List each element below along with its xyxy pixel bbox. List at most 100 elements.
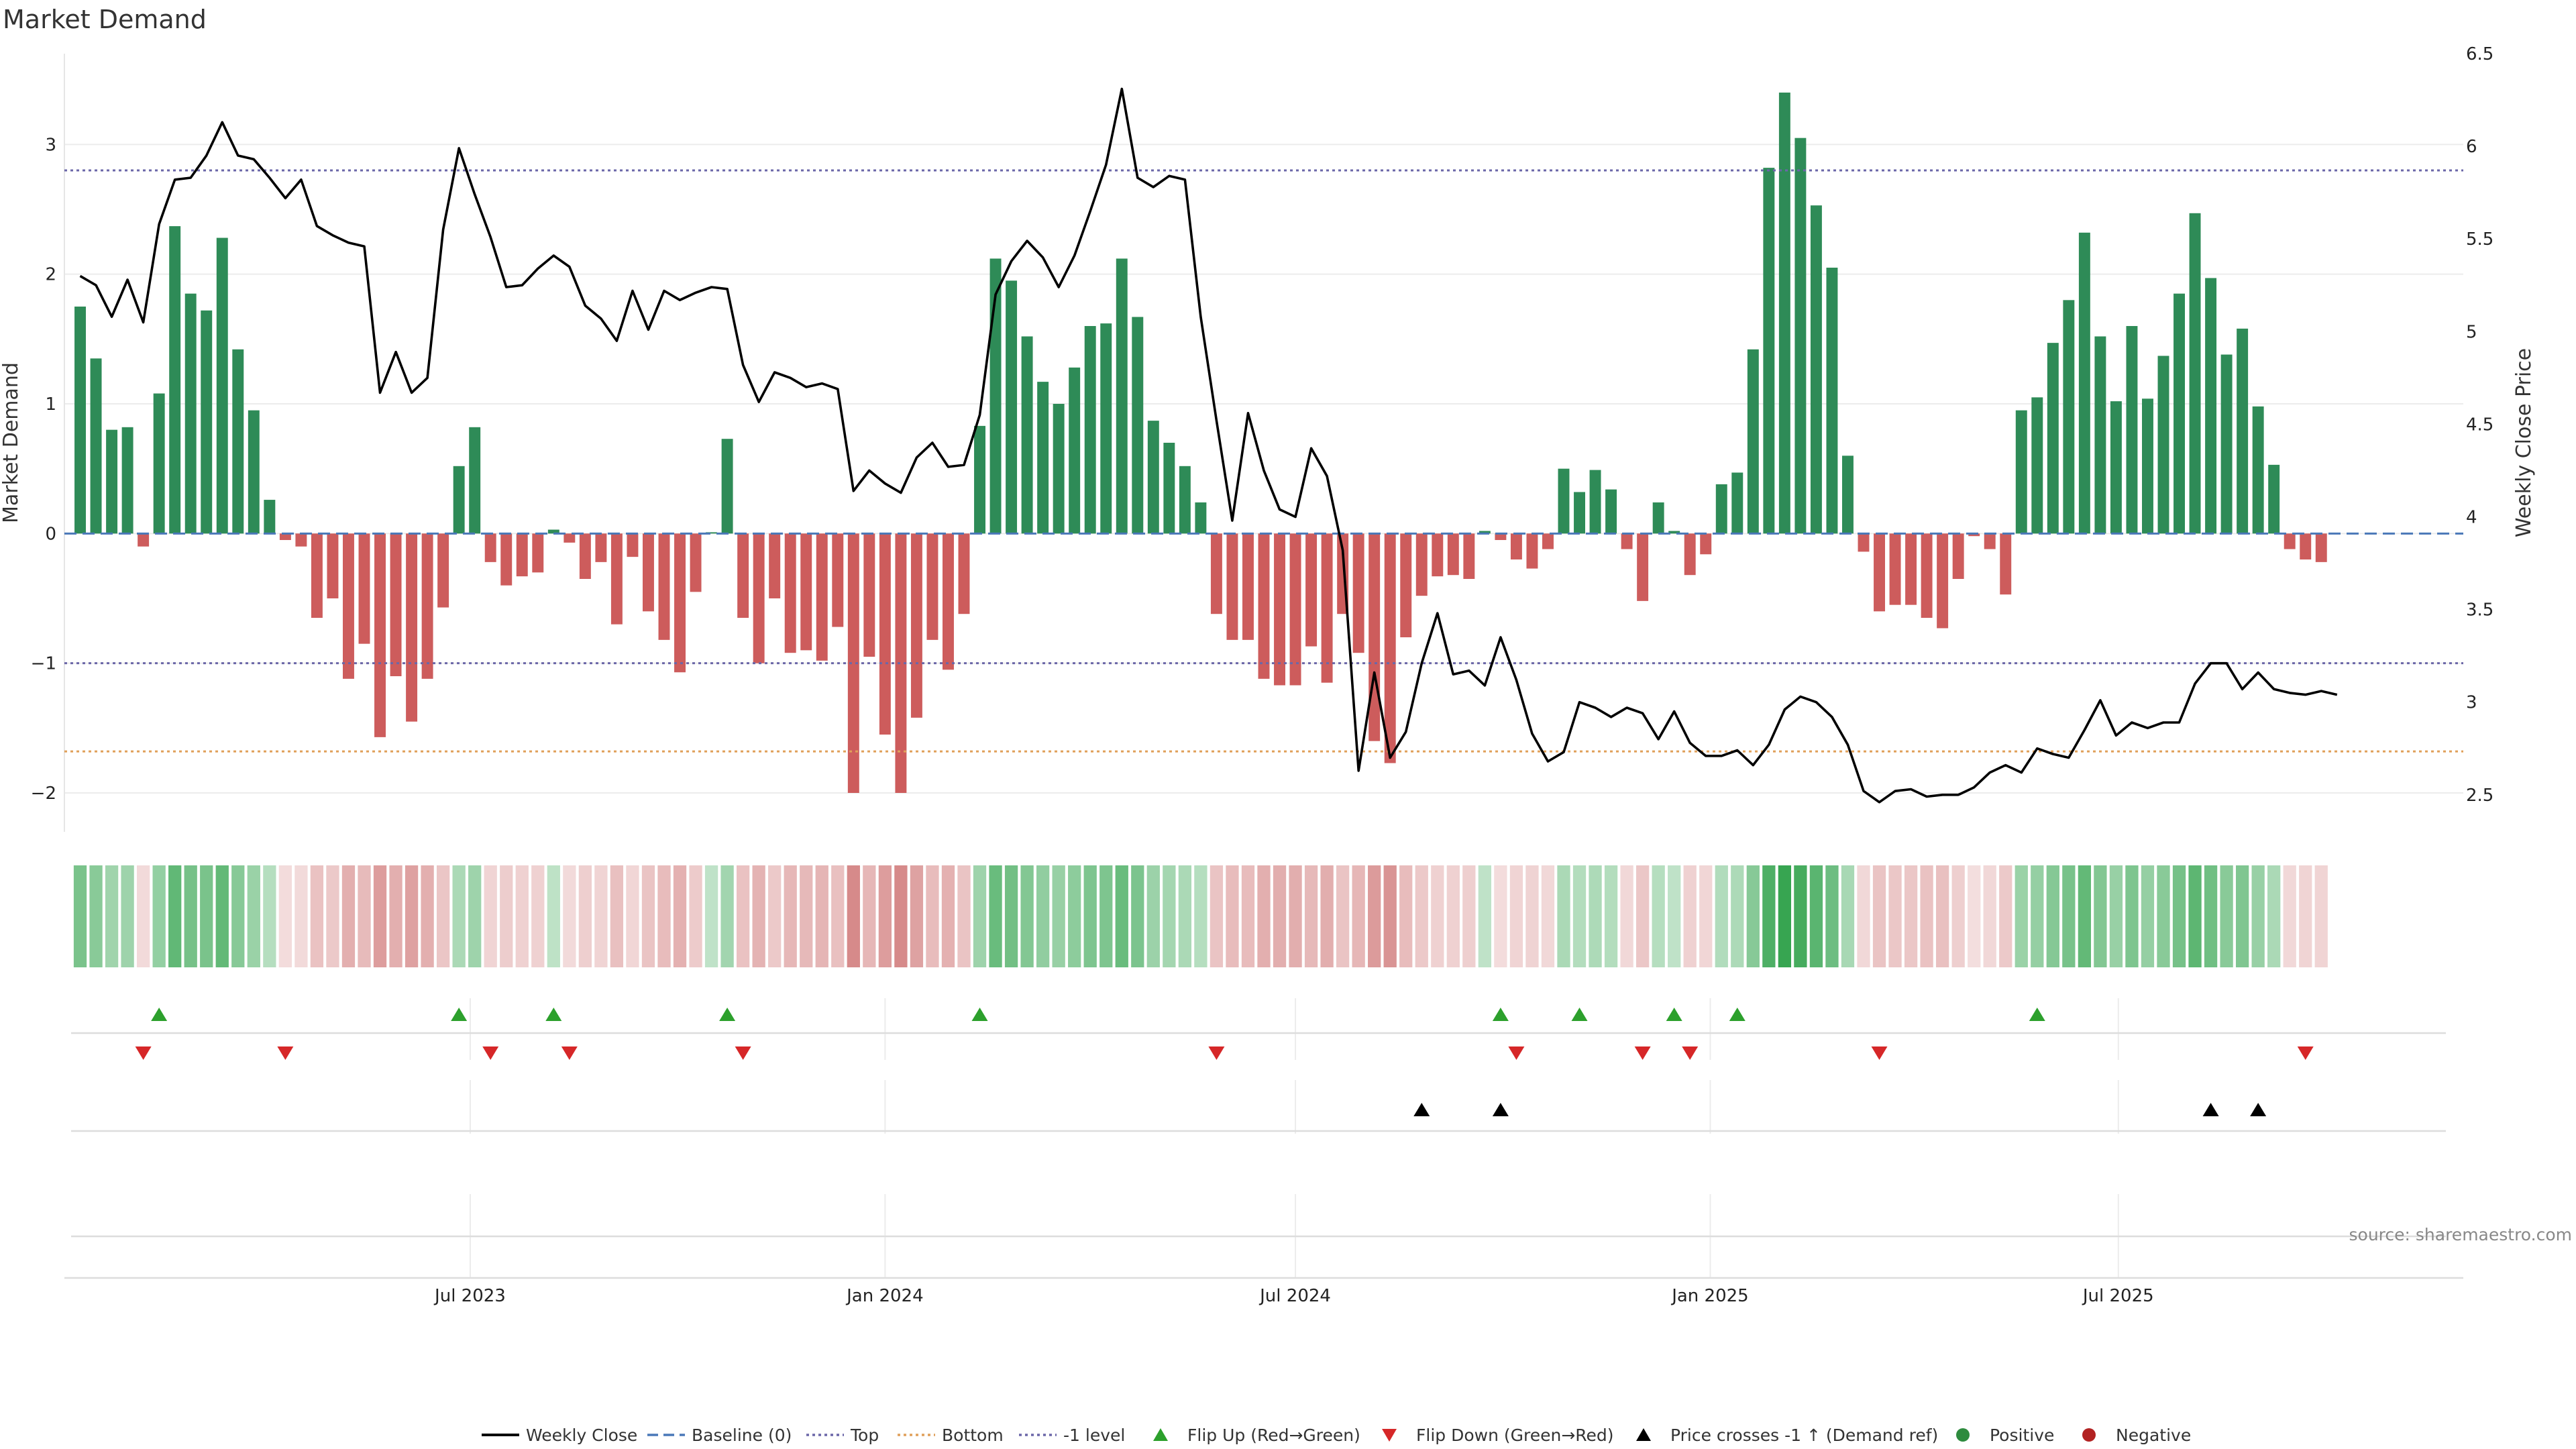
right-axis-ticks: 2.5 3 3.5 4 4.5 5 5.5 6 6.5 [2466,44,2493,806]
demand-bar [421,533,433,679]
demand-bar [1558,468,1570,534]
demand-bar [1400,533,1412,637]
demand-bar [1447,533,1459,576]
demand-bar [579,533,591,579]
heat-cell [1163,865,1176,967]
heat-cell [1509,865,1523,967]
heat-cell [2314,865,2328,967]
x-tick-label: Jan 2024 [845,1286,924,1306]
y-tick-label: 0 [45,524,56,544]
demand-bar [943,533,954,670]
heat-cell [2220,865,2233,967]
demand-bar [1147,421,1159,534]
y-tick-label: −1 [31,654,56,674]
y2-tick-label: 4 [2466,507,2477,527]
legend-label: Top [850,1426,879,1445]
demand-bar [1621,533,1633,549]
demand-bar [832,533,844,627]
heat-cell [1951,865,1965,967]
heat-cell [421,865,434,967]
x-tick-label: Jul 2023 [433,1286,506,1306]
price-cross-marker [2202,1103,2219,1116]
demand-bar [216,237,228,534]
heat-cell [1257,865,1271,967]
heat-cell [373,865,387,967]
left-axis-ticks: −2 −1 0 1 2 3 [31,135,56,804]
demand-bar [2189,213,2201,534]
demand-bar [1289,533,1301,686]
heat-cell [1762,865,1776,967]
heat-cell [1557,865,1570,967]
demand-bar [1321,533,1333,683]
heat-cell [1541,865,1555,967]
heat-cell [815,865,828,967]
heat-cell [957,865,971,967]
heat-cell [136,865,150,967]
demand-bar [784,533,796,653]
heat-cell [215,865,229,967]
heat-cell [752,865,765,967]
heat-cell [1352,865,1365,967]
flip-down-marker [561,1046,578,1060]
demand-bar [1510,533,1522,559]
demand-bar [674,533,686,673]
heat-cell [1020,865,1034,967]
demand-bar [1116,258,1128,534]
demand-bar [2094,336,2106,534]
heat-cell [152,865,166,967]
demand-bar [406,533,418,722]
heat-cell [784,865,797,967]
demand-bar [1668,531,1680,534]
price-cross-marker [2250,1103,2267,1116]
legend-label: Price crosses -1 ↑ (Demand ref) [1670,1426,1938,1445]
demand-bar [1968,533,1980,537]
demand-bar [1889,533,1901,605]
flip-up-marker [1666,1008,1682,1021]
demand-bar [1810,205,1822,534]
heat-cell [1683,865,1697,967]
heat-cell [73,865,87,967]
heat-cell [894,865,908,967]
heat-cell [310,865,324,967]
demand-bar [1652,502,1664,534]
demand-heat-strip [73,865,2328,967]
demand-bar [1100,323,1112,534]
heat-cell [452,865,466,967]
x-tick-label: Jul 2025 [2082,1286,2154,1306]
heat-cell [1746,865,1760,967]
demand-bar [1763,168,1775,534]
heat-cell [1809,865,1823,967]
demand-bar [2300,533,2312,559]
y2-tick-label: 6 [2466,137,2477,157]
heat-cell [2015,865,2028,967]
demand-bar [106,429,118,534]
heat-cell [184,865,197,967]
heat-cell [1825,865,1839,967]
demand-bar [201,310,213,534]
demand-bar [926,533,938,640]
legend-label: Flip Down (Green→Red) [1416,1426,1614,1445]
x-tick-label: Jul 2024 [1258,1286,1331,1306]
price-cross-marker [1492,1103,1509,1116]
heat-cell [1715,865,1728,967]
demand-bar [1542,533,1554,549]
heat-cell [1620,865,1633,967]
heat-cell [358,865,371,967]
demand-bar [2315,533,2327,562]
demand-bar [989,258,1002,534]
demand-bar [138,533,150,547]
x-axis: Jul 2023 Jan 2024 Jul 2024 Jan 2025 Jul 2025 [64,1238,2463,1306]
heat-cell [1589,865,1602,967]
x-tick-label: Jan 2025 [1670,1286,1749,1306]
demand-bar [1195,502,1207,534]
demand-bar [974,425,985,534]
heat-cell [610,865,624,967]
y-tick-label: 1 [45,394,56,415]
demand-bar [2063,300,2075,534]
demand-bar [1715,484,1727,534]
y2-tick-label: 5.5 [2466,229,2493,250]
heat-cell [515,865,529,967]
demand-bar [610,533,623,625]
heat-cell [2267,865,2281,967]
chart-title: Market Demand [3,5,207,34]
